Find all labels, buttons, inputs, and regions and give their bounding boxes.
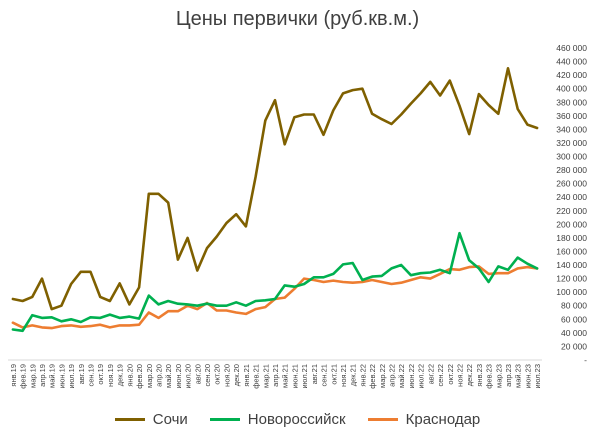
x-tick-label: дек.19 (116, 364, 125, 386)
y-tick-label: 280 000 (556, 165, 587, 175)
y-tick-label: 80 000 (561, 301, 587, 311)
series-line-1 (11, 231, 539, 333)
legend-item-krasnodar: Краснодар (367, 411, 481, 428)
y-tick-label: - (584, 355, 587, 365)
x-tick-label: сен.22 (436, 364, 445, 387)
legend-swatch-sochi (114, 418, 145, 421)
y-axis: - 20 000 40 000 60 000 80 000 100 000 120 000 1… (556, 43, 587, 365)
x-tick-label: май.21 (281, 364, 290, 388)
series-layer (11, 67, 539, 333)
y-tick-label: 180 000 (556, 233, 587, 243)
legend: Сочи Новороссийск Краснодар (0, 411, 595, 428)
x-tick-label: янв.20 (125, 364, 134, 387)
y-tick-label: 60 000 (561, 314, 587, 324)
y-tick-label: 160 000 (556, 246, 587, 256)
x-tick-label: авг.21 (310, 364, 319, 384)
x-tick-label: июн.22 (407, 364, 416, 388)
y-tick-label: 440 000 (556, 57, 587, 67)
y-tick-label: 220 000 (556, 206, 587, 216)
y-tick-label: 200 000 (556, 219, 587, 229)
x-tick-label: ноя.20 (222, 364, 231, 387)
series-line-0 (11, 67, 539, 311)
y-tick-label: 140 000 (556, 260, 587, 270)
legend-item-novorossiysk: Новороссийск (209, 411, 346, 428)
x-tick-label: июн.21 (290, 364, 299, 388)
x-tick-label: апр.23 (504, 364, 513, 387)
y-tick-label: 40 000 (561, 328, 587, 338)
y-tick-label: 360 000 (556, 111, 587, 121)
y-tick-label: 100 000 (556, 287, 587, 297)
x-tick-label: май.22 (397, 364, 406, 388)
x-tick-label: июл.19 (67, 364, 76, 388)
x-tick-label: окт.20 (213, 364, 222, 385)
x-tick-label: ноя.19 (106, 364, 115, 387)
chart-title: Цены первички (руб.кв.м.) (175, 8, 420, 30)
x-tick-label: ноя.22 (455, 364, 464, 387)
x-tick-label: окт.19 (96, 364, 105, 385)
x-tick-label: окт.21 (329, 364, 338, 385)
y-tick-label: 340 000 (556, 124, 587, 134)
legend-label-krasnodar: Краснодар (405, 411, 481, 428)
y-tick-label: 420 000 (556, 70, 587, 80)
x-tick-label: мар.19 (28, 364, 37, 388)
x-tick-label: июл.21 (300, 364, 309, 388)
x-tick-label: дек.21 (349, 364, 358, 386)
x-tick-label: июл.23 (533, 364, 542, 388)
x-tick-label: фев.21 (252, 364, 261, 389)
x-tick-label: июл.20 (184, 364, 193, 388)
x-tick-label: янв.22 (358, 364, 367, 387)
x-tick-label: сен.20 (203, 364, 212, 387)
x-tick-label: май.20 (164, 364, 173, 388)
legend-item-sochi: Сочи (114, 411, 188, 428)
x-tick-label: апр.21 (271, 364, 280, 387)
x-tick-label: апр.22 (388, 364, 397, 387)
x-tick-label: июн.23 (523, 364, 532, 388)
x-tick-label: сен.19 (87, 364, 96, 387)
x-tick-label: мар.21 (261, 364, 270, 388)
y-tick-label: 300 000 (556, 152, 587, 162)
y-tick-label: 20 000 (561, 341, 587, 351)
y-tick-label: 120 000 (556, 274, 587, 284)
x-tick-label: мар.23 (494, 364, 503, 388)
x-tick-label: авг.22 (426, 364, 435, 384)
x-tick-label: окт.22 (446, 364, 455, 385)
x-tick-label: янв.23 (475, 364, 484, 387)
x-tick-label: июн.20 (174, 364, 183, 388)
x-tick-label: апр.19 (38, 364, 47, 387)
x-tick-label: май.23 (514, 364, 523, 388)
y-tick-label: 320 000 (556, 138, 587, 148)
legend-label-novorossiysk: Новороссийск (247, 411, 346, 428)
x-tick-label: июн.19 (57, 364, 66, 388)
legend-swatch-krasnodar (367, 418, 398, 421)
x-tick-label: фев.19 (19, 364, 28, 389)
legend-swatch-novorossiysk (209, 418, 240, 421)
x-axis: янв.19 фев.19 мар.19 апр.19 май.19 июн.19 июл.… (8, 359, 542, 389)
x-tick-label: фев.20 (135, 364, 144, 389)
y-tick-label: 240 000 (556, 192, 587, 202)
x-tick-label: фев.23 (485, 364, 494, 389)
y-tick-label: 260 000 (556, 179, 587, 189)
x-tick-label: апр.20 (154, 364, 163, 387)
x-tick-label: авг.20 (193, 364, 202, 384)
x-tick-label: сен.21 (320, 364, 329, 387)
x-tick-label: май.19 (48, 364, 57, 388)
x-tick-label: янв.19 (9, 364, 18, 387)
x-tick-label: июл.22 (417, 364, 426, 388)
legend-label-sochi: Сочи (152, 411, 188, 428)
x-tick-label: дек.22 (465, 364, 474, 386)
x-tick-label: янв.21 (242, 364, 251, 387)
x-tick-label: авг.19 (77, 364, 86, 384)
y-tick-label: 380 000 (556, 97, 587, 107)
x-tick-label: мар.22 (378, 364, 387, 388)
y-tick-label: 400 000 (556, 84, 587, 94)
x-tick-label: фев.22 (368, 364, 377, 389)
x-tick-label: мар.20 (145, 364, 154, 388)
x-tick-label: ноя.21 (339, 364, 348, 387)
y-tick-label: 460 000 (556, 43, 587, 53)
x-tick-label: дек.20 (232, 364, 241, 386)
